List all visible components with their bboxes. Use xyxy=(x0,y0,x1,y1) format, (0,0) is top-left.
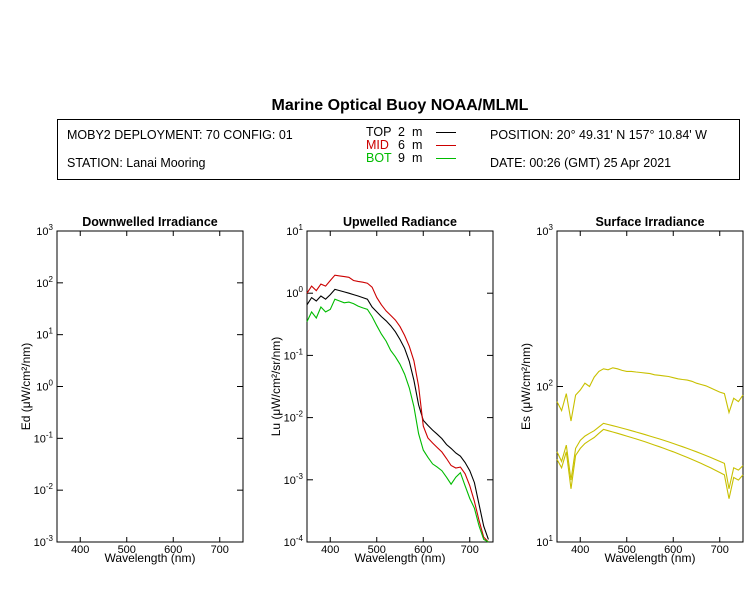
legend-unit-top: m xyxy=(412,125,423,139)
y-tick-label: 101 xyxy=(36,327,53,342)
info-box: MOBY2 DEPLOYMENT: 70 CONFIG: 01 STATION:… xyxy=(57,119,740,180)
y-tick-label: 10-2 xyxy=(284,410,304,425)
x-tick-label: 400 xyxy=(321,544,339,556)
plot-frame xyxy=(306,230,494,543)
legend-name-top: TOP xyxy=(366,125,392,139)
chart-2: Upwelled Radiance 400 500 600 700 Wavelength … xyxy=(269,215,494,565)
figure-title: Marine Optical Buoy NOAA/MLML xyxy=(271,97,529,114)
series-line-2 xyxy=(556,422,744,489)
legend-line-mid xyxy=(436,145,456,146)
x-axis-label: Wavelength (nm) xyxy=(105,551,196,565)
x-axis-label: Wavelength (nm) xyxy=(355,551,446,565)
x-tick-label: 500 xyxy=(368,544,386,556)
series-line-mid xyxy=(306,274,489,543)
y-tick-label: 10-4 xyxy=(284,534,304,549)
x-tick-label: 600 xyxy=(664,544,682,556)
x-tick-label: 700 xyxy=(211,544,229,556)
x-tick-label: 500 xyxy=(118,544,136,556)
y-axis-label: Lu (μW/cm²/sr/nm) xyxy=(269,337,283,437)
chart-title: Downwelled Irradiance xyxy=(82,215,218,229)
x-tick-label: 600 xyxy=(414,544,432,556)
y-tick-label: 10-1 xyxy=(284,347,304,362)
legend-unit-mid: m xyxy=(412,138,423,152)
legend-depth-mid: 6 xyxy=(398,138,405,152)
y-tick-label: 100 xyxy=(286,285,303,300)
series-line-top xyxy=(306,288,489,540)
y-axis-label: Es (μW/cm²/nm) xyxy=(519,343,533,430)
legend-depth-bot: 9 xyxy=(398,151,405,165)
legend-depth-top: 2 xyxy=(398,125,405,139)
plot-frame xyxy=(56,230,244,543)
y-tick-label: 100 xyxy=(36,379,53,394)
y-tick-label: 103 xyxy=(36,223,53,238)
x-tick-label: 700 xyxy=(461,544,479,556)
legend-unit-bot: m xyxy=(412,151,423,165)
legend-name-bot: BOT xyxy=(366,151,392,165)
deployment-text: MOBY2 DEPLOYMENT: 70 CONFIG: 01 xyxy=(67,128,293,142)
y-tick-label: 10-3 xyxy=(34,534,54,549)
y-tick-label: 10-2 xyxy=(34,482,54,497)
y-tick-label: 102 xyxy=(536,379,553,394)
chart-3: Surface Irradiance 400 500 600 700 Wavelength… xyxy=(519,215,744,565)
series-line-1 xyxy=(556,367,744,422)
plot-frame xyxy=(556,230,744,543)
x-tick-label: 500 xyxy=(618,544,636,556)
y-tick-label: 103 xyxy=(536,223,553,238)
y-tick-label: 101 xyxy=(286,223,303,238)
x-tick-label: 700 xyxy=(711,544,729,556)
x-axis-label: Wavelength (nm) xyxy=(605,551,696,565)
y-tick-label: 10-3 xyxy=(284,472,304,487)
legend-line-top xyxy=(436,132,456,133)
y-tick-label: 10-1 xyxy=(34,430,54,445)
chart-1: Downwelled Irradiance 400 500 600 700 Wavelen… xyxy=(19,215,244,565)
position-text: POSITION: 20° 49.31' N 157° 10.84' W xyxy=(490,128,707,142)
y-tick-label: 101 xyxy=(536,534,553,549)
y-axis-label: Ed (μW/cm²/nm) xyxy=(19,343,33,431)
chart-title: Surface Irradiance xyxy=(595,215,704,229)
legend-line-bot xyxy=(436,158,456,159)
series-line-3 xyxy=(556,428,744,499)
date-text: DATE: 00:26 (GMT) 25 Apr 2021 xyxy=(490,156,672,170)
x-tick-label: 400 xyxy=(71,544,89,556)
station-text: STATION: Lanai Mooring xyxy=(67,156,206,170)
series-line-bot xyxy=(306,298,489,543)
legend-name-mid: MID xyxy=(366,138,389,152)
x-tick-label: 400 xyxy=(571,544,589,556)
x-tick-label: 600 xyxy=(164,544,182,556)
y-tick-label: 102 xyxy=(36,275,53,290)
chart-title: Upwelled Radiance xyxy=(343,215,457,229)
